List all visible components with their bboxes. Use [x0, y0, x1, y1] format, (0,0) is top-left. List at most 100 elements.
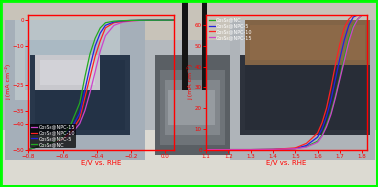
Co₉S₈@NC [82, 76, 87, 78]
Co₉S₈@NPC-5 [98, 32, 102, 34]
Co₉S₈@NPC-5 [364, 14, 369, 16]
Co₉S₈@NPC-10 [60, 138, 65, 140]
Co₉S₈@NPC-5 [129, 19, 133, 22]
Co₉S₈@NC [129, 19, 133, 22]
Co₉S₈@NC [52, 141, 56, 143]
Co₉S₈@NPC-15 [360, 14, 364, 16]
Line: Co₉S₈@NPC-5: Co₉S₈@NPC-5 [28, 20, 174, 150]
Co₉S₈@NPC-15 [98, 50, 102, 52]
Co₉S₈@NC [315, 140, 320, 142]
Co₉S₈@NPC-10 [304, 142, 309, 145]
Co₉S₈@NC [155, 19, 159, 21]
Co₉S₈@NC [204, 148, 208, 151]
Co₉S₈@NC [146, 19, 150, 21]
Line: Co₉S₈@NPC-5: Co₉S₈@NPC-5 [206, 15, 367, 150]
Co₉S₈@NPC-15 [347, 41, 351, 43]
Co₉S₈@NPC-5 [120, 20, 125, 22]
Co₉S₈@NPC-15 [333, 97, 338, 99]
Co₉S₈@NPC-5 [347, 24, 351, 26]
Co₉S₈@NPC-15 [88, 91, 92, 94]
Co₉S₈@NPC-10 [355, 14, 360, 16]
Co₉S₈@NPC-15 [364, 14, 369, 16]
Line: Co₉S₈@NPC-15: Co₉S₈@NPC-15 [28, 20, 174, 150]
Co₉S₈@NC [248, 148, 253, 151]
Co₉S₈@NPC-15 [60, 138, 65, 140]
Co₉S₈@NPC-15 [351, 26, 356, 28]
Co₉S₈@NPC-15 [342, 59, 347, 62]
Co₉S₈@NC [304, 145, 309, 148]
Co₉S₈@NPC-5 [293, 147, 297, 150]
Co₉S₈@NPC-5 [271, 148, 275, 151]
Co₉S₈@NC [347, 37, 351, 39]
Co₉S₈@NPC-5 [103, 24, 108, 26]
Co₉S₈@NPC-15 [226, 148, 231, 151]
Co₉S₈@NPC-5 [112, 21, 116, 23]
Co₉S₈@NPC-10 [103, 27, 108, 29]
Co₉S₈@NPC-10 [172, 19, 176, 21]
Co₉S₈@NPC-15 [163, 19, 167, 21]
Co₉S₈@NPC-5 [163, 19, 167, 21]
Co₉S₈@NPC-5 [60, 136, 65, 138]
Co₉S₈@NPC-5 [204, 148, 208, 151]
Co₉S₈@NPC-10 [329, 86, 333, 89]
Co₉S₈@NPC-10 [120, 20, 125, 23]
Co₉S₈@NC [103, 22, 108, 24]
Co₉S₈@NPC-15 [82, 110, 87, 112]
Co₉S₈@NPC-5 [304, 144, 309, 147]
Co₉S₈@NPC-10 [26, 148, 31, 151]
Co₉S₈@NPC-10 [338, 43, 342, 45]
X-axis label: E/V vs. RHE: E/V vs. RHE [266, 160, 307, 166]
Line: Co₉S₈@NC: Co₉S₈@NC [206, 15, 367, 150]
Co₉S₈@NPC-5 [82, 89, 87, 91]
Co₉S₈@NC [271, 148, 275, 151]
Co₉S₈@NC [26, 148, 31, 151]
Co₉S₈@NPC-5 [155, 19, 159, 21]
Co₉S₈@NC [77, 102, 82, 104]
Legend: Co₉S₈@NPC-15, Co₉S₈@NPC-10, Co₉S₈@NPC-5, Co₉S₈@NC: Co₉S₈@NPC-15, Co₉S₈@NPC-10, Co₉S₈@NPC-5,… [30, 124, 76, 148]
Co₉S₈@NPC-10 [360, 14, 364, 16]
Co₉S₈@NPC-5 [338, 57, 342, 60]
Co₉S₈@NPC-5 [35, 146, 39, 148]
Co₉S₈@NPC-10 [146, 19, 150, 21]
Line: Co₉S₈@NPC-15: Co₉S₈@NPC-15 [206, 15, 367, 150]
Co₉S₈@NPC-5 [26, 148, 31, 151]
Co₉S₈@NPC-10 [364, 14, 369, 16]
Co₉S₈@NPC-15 [43, 143, 48, 145]
Co₉S₈@NC [98, 27, 102, 29]
Co₉S₈@NPC-15 [338, 78, 342, 80]
Co₉S₈@NPC-10 [137, 19, 142, 22]
Co₉S₈@NPC-5 [360, 14, 364, 16]
Co₉S₈@NPC-10 [129, 19, 133, 22]
Co₉S₈@NPC-5 [248, 148, 253, 151]
Co₉S₈@NPC-15 [204, 148, 208, 151]
Co₉S₈@NPC-5 [324, 115, 329, 118]
Co₉S₈@NPC-5 [315, 136, 320, 138]
Co₉S₈@NC [112, 20, 116, 22]
Co₉S₈@NC [364, 14, 369, 16]
Co₉S₈@NPC-15 [293, 148, 297, 150]
Co₉S₈@NPC-10 [93, 55, 98, 58]
Co₉S₈@NC [43, 143, 48, 145]
Co₉S₈@NC [137, 19, 142, 21]
X-axis label: E/V vs. RHE: E/V vs. RHE [81, 160, 121, 166]
Co₉S₈@NC [342, 55, 347, 58]
Co₉S₈@NPC-10 [324, 107, 329, 109]
Co₉S₈@NPC-15 [129, 20, 133, 22]
Co₉S₈@NPC-10 [204, 148, 208, 151]
Co₉S₈@NPC-15 [26, 148, 31, 151]
Line: Co₉S₈@NPC-10: Co₉S₈@NPC-10 [206, 15, 367, 150]
Co₉S₈@NPC-5 [172, 19, 176, 21]
Co₉S₈@NPC-10 [98, 40, 102, 42]
Y-axis label: j (mA cm⁻²): j (mA cm⁻²) [187, 64, 194, 100]
Co₉S₈@NPC-5 [333, 78, 338, 80]
Co₉S₈@NPC-10 [69, 130, 73, 133]
Co₉S₈@NC [69, 123, 73, 125]
Co₉S₈@NC [226, 148, 231, 151]
Co₉S₈@NPC-10 [248, 148, 253, 151]
Co₉S₈@NC [35, 146, 39, 148]
Co₉S₈@NPC-15 [137, 19, 142, 22]
Co₉S₈@NPC-5 [88, 66, 92, 68]
Co₉S₈@NPC-10 [43, 143, 48, 145]
Co₉S₈@NPC-10 [271, 148, 275, 151]
Co₉S₈@NPC-15 [248, 148, 253, 151]
